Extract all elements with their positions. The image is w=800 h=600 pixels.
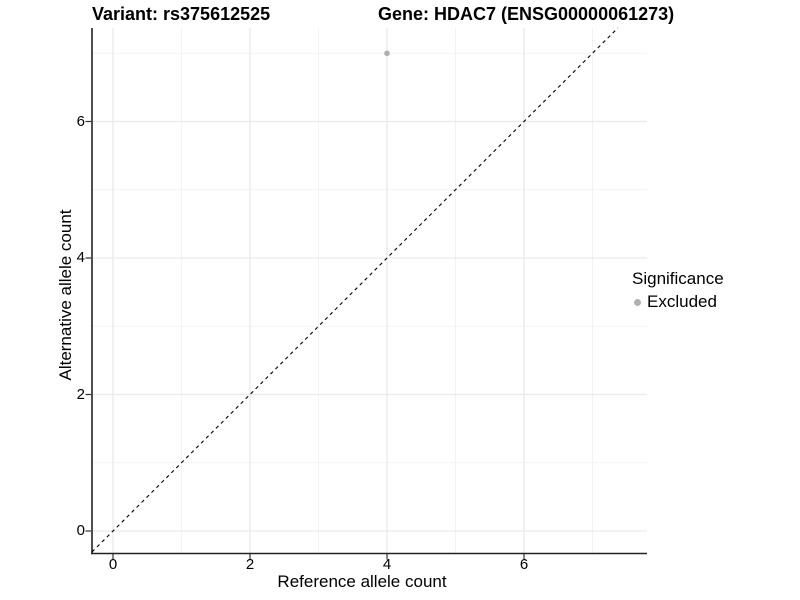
plot-title-variant: Variant: rs375612525 <box>92 4 271 24</box>
legend-dot-icon <box>634 298 641 306</box>
x-tick-label: 2 <box>245 556 255 573</box>
y-tick-label: 6 <box>76 112 85 130</box>
y-tick-label: 2 <box>76 385 85 403</box>
plot-title-gene: Gene: HDAC7 (ENSG00000061273) <box>378 4 675 24</box>
x-tick-label: 0 <box>108 556 118 573</box>
y-tick-label: 4 <box>76 249 85 266</box>
legend-entry-label: Excluded <box>647 292 717 311</box>
identity-line <box>91 27 619 553</box>
y-axis-title: Alternative allele count <box>56 209 75 381</box>
x-tick-label: 6 <box>519 556 529 573</box>
legend-title: Significance <box>632 269 724 288</box>
data-point <box>384 50 390 57</box>
x-tick-label: 4 <box>382 556 392 573</box>
y-tick-label: 0 <box>76 522 85 539</box>
x-axis-title: Reference allele count <box>277 572 447 591</box>
legend: Significance Excluded <box>630 269 724 312</box>
legend-entry-excluded: Excluded <box>630 292 724 312</box>
